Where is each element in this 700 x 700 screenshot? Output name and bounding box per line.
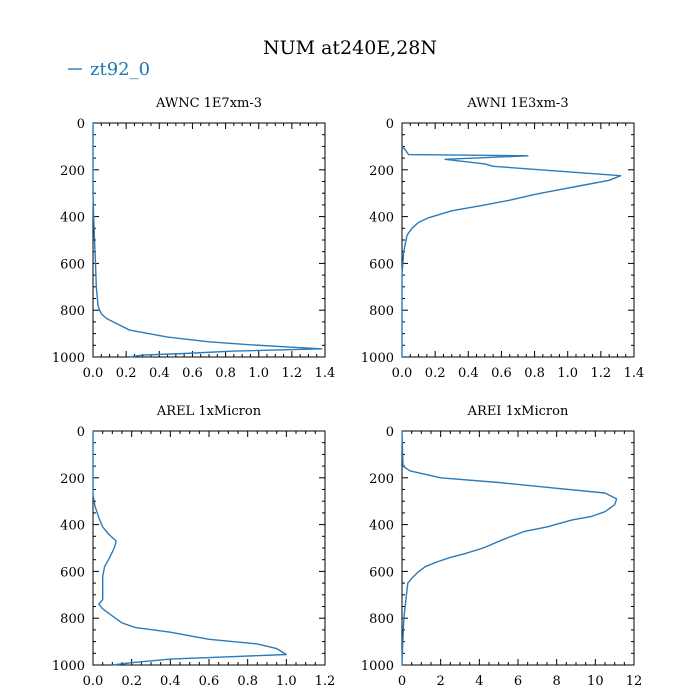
- y-tick-label: 200: [60, 164, 85, 179]
- x-tick-label: 10: [587, 674, 604, 689]
- x-tick-label: 0.2: [121, 674, 142, 689]
- y-tick-label: 0: [386, 117, 394, 132]
- x-tick-label: 2: [437, 674, 445, 689]
- x-tick-label: 1.0: [557, 366, 578, 381]
- x-tick-label: 0.0: [83, 366, 104, 381]
- x-tick-label: 1.4: [624, 366, 645, 381]
- plot-frame: [401, 122, 635, 358]
- x-tick-label: 0.2: [116, 366, 137, 381]
- y-tick-label: 0: [77, 117, 85, 132]
- series-line-zt92_0: [92, 123, 323, 358]
- x-tick-label: 0.8: [215, 366, 236, 381]
- x-tick-label: 0.8: [237, 674, 258, 689]
- figure-title: NUM at240E,28N: [263, 37, 437, 59]
- y-tick-label: 800: [60, 612, 85, 627]
- x-tick-label: 0.6: [182, 366, 203, 381]
- x-tick-label: 4: [475, 674, 483, 689]
- y-tick-label: 1000: [361, 659, 394, 674]
- y-tick-label: 0: [77, 425, 85, 440]
- y-tick-label: 400: [369, 519, 394, 534]
- y-tick-label: 600: [60, 257, 85, 272]
- y-tick-label: 600: [60, 565, 85, 580]
- y-tick-label: 200: [369, 164, 394, 179]
- x-tick-label: 0.4: [149, 366, 170, 381]
- chart-title: AREL 1xMicron: [156, 404, 262, 419]
- x-tick-label: 1.0: [248, 366, 269, 381]
- y-tick-label: 200: [60, 472, 85, 487]
- y-tick-label: 400: [60, 211, 85, 226]
- panels: AWNC 1E7xm-30.0 0.2 0.4 0.6 0.8 1.0 1.2 1.40200…: [52, 96, 644, 689]
- x-tick-label: 0: [398, 674, 406, 689]
- y-tick-label: 200: [369, 472, 394, 487]
- series-line-zt92_0: [92, 431, 287, 666]
- x-tick-label: 1.2: [315, 674, 336, 689]
- y-tick-label: 1000: [361, 351, 394, 366]
- x-tick-label: 0.0: [83, 674, 104, 689]
- legend-label: zt92_0: [90, 59, 150, 80]
- x-tick-label: 12: [626, 674, 643, 689]
- x-tick-label: 0.6: [199, 674, 220, 689]
- y-tick-label: 1000: [52, 659, 85, 674]
- y-tick-label: 600: [369, 565, 394, 580]
- x-tick-label: 0.8: [524, 366, 545, 381]
- chart-title: AWNI 1E3xm-3: [466, 96, 568, 111]
- plot-frame: [92, 430, 326, 666]
- y-tick-label: 400: [369, 211, 394, 226]
- series-line-zt92_0: [401, 430, 618, 666]
- y-tick-label: 800: [369, 304, 394, 319]
- x-tick-label: 0.2: [425, 366, 446, 381]
- y-tick-label: 1000: [52, 351, 85, 366]
- plot-frame: [92, 122, 326, 358]
- chart-title: AREI 1xMicron: [467, 404, 569, 419]
- chart-panel-1: AWNC 1E7xm-3 0.0 0.2 0.4 0.6 0.8 1.0 1.2 1.4 0 200…: [52, 96, 335, 381]
- y-tick-label: 800: [60, 304, 85, 319]
- y-tick-label: 800: [369, 612, 394, 627]
- x-tick-label: 0.0: [392, 366, 413, 381]
- y-tick-label: 600: [369, 257, 394, 272]
- x-tick-label: 1.2: [591, 366, 612, 381]
- chart-panel-3: AREL 1xMicron 0.0 0.2 0.4 0.6 0.8 1.0 1.2 0 200 40…: [52, 404, 335, 689]
- x-tick-label: 6: [514, 674, 522, 689]
- x-tick-label: 1.4: [315, 366, 336, 381]
- x-tick-label: 1.0: [276, 674, 297, 689]
- x-tick-label: 1.2: [282, 366, 303, 381]
- x-tick-label: 8: [553, 674, 561, 689]
- y-tick-label: 0: [386, 425, 394, 440]
- plot-frame: [401, 430, 635, 666]
- x-tick-label: 0.4: [160, 674, 181, 689]
- x-tick-label: 0.4: [458, 366, 479, 381]
- y-tick-label: 400: [60, 519, 85, 534]
- chart-title: AWNC 1E7xm-3: [155, 96, 262, 111]
- legend: zt92_0: [68, 59, 150, 80]
- series-line-zt92_0: [401, 145, 622, 357]
- x-tick-label: 0.6: [491, 366, 512, 381]
- chart-panel-2: AWNI 1E3xm-3 0.0 0.2 0.4 0.6 0.8 1.0 1.2 1.4 0 200…: [361, 96, 644, 381]
- chart-panel-4: AREI 1xMicron 0 2 4 6 8 10 12 0 200 400 600 800 1000: [361, 404, 642, 689]
